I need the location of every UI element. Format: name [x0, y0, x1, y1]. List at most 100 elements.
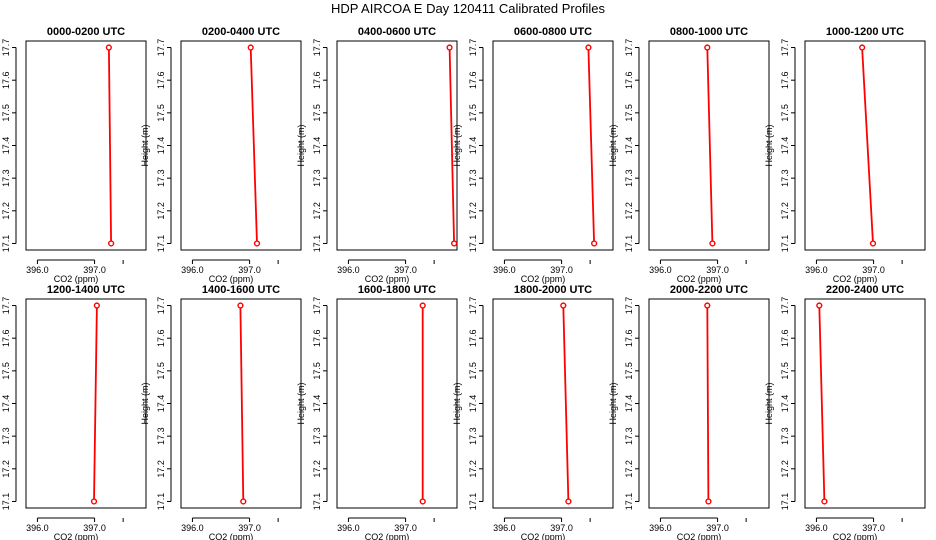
data-point: [247, 44, 254, 51]
co2-profile-line: [587, 47, 595, 244]
y-tick-label: 17.3: [624, 427, 634, 445]
profile-panel: 1800-2000 UTC 17.1 17.2 17.3 17.4 17.5 17.6 17.…: [452, 284, 614, 540]
data-point: [240, 498, 247, 505]
data-point: [591, 240, 598, 247]
x-tick-label: 397.0: [550, 265, 573, 275]
y-tick-label: 17.1: [624, 235, 634, 253]
y-tick-label: 17.2: [1, 202, 11, 220]
x-tick-label: 397.0: [394, 523, 417, 533]
data-point: [821, 498, 828, 505]
y-tick-label: 17.2: [156, 460, 166, 478]
y-tick-label: 17.7: [312, 297, 322, 315]
x-tick-label: 397.0: [238, 523, 261, 533]
y-axis-label: Height (m): [140, 124, 150, 166]
y-tick-label: 17.4: [312, 137, 322, 155]
y-tick-label: 17.6: [468, 71, 478, 89]
data-point: [90, 498, 98, 505]
y-tick-label: 17.7: [468, 39, 478, 57]
y-tick-label: 17.4: [156, 137, 166, 155]
x-axis-label: CO2 (ppm): [365, 532, 410, 540]
y-tick-label: 17.5: [156, 104, 166, 122]
y-tick-label: 17.3: [1, 169, 11, 187]
y-tick-label: 17.4: [780, 137, 790, 155]
plot-frame: [492, 40, 614, 251]
y-tick-label: 17.6: [780, 329, 790, 347]
y-tick-label: 17.7: [156, 39, 166, 57]
data-point: [704, 302, 711, 309]
y-tick-label: 17.3: [156, 427, 166, 445]
x-axis-label: CO2 (ppm): [54, 532, 99, 540]
profile-panel: 0600-0800 UTC 17.1 17.2 17.3 17.4 17.5 17.6 17.…: [452, 26, 614, 284]
plot-frame: [25, 298, 147, 509]
y-tick-label: 17.5: [1, 362, 11, 380]
y-tick-label: 17.1: [624, 493, 634, 511]
y-tick-label: 17.6: [156, 329, 166, 347]
y-tick-label: 17.3: [468, 427, 478, 445]
co2-profile-line: [108, 47, 112, 244]
y-tick-label: 17.5: [312, 104, 322, 122]
plot-frame: [804, 298, 926, 509]
y-tick-label: 17.4: [468, 137, 478, 155]
y-tick-label: 17.4: [468, 395, 478, 413]
y-tick-label: 17.5: [1, 104, 11, 122]
plot-frame: [804, 40, 926, 251]
y-tick-label: 17.4: [312, 395, 322, 413]
y-tick-label: 17.1: [1, 493, 11, 511]
y-tick-label: 17.5: [468, 362, 478, 380]
y-tick-label: 17.7: [624, 39, 634, 57]
co2-profile-line: [93, 305, 98, 502]
x-tick-label: 397.0: [83, 523, 106, 533]
data-point: [709, 240, 716, 247]
profile-panel: 1000-1200 UTC 17.1 17.2 17.3 17.4 17.5 17.6 17.…: [764, 26, 926, 284]
y-tick-label: 17.3: [312, 169, 322, 187]
y-tick-label: 17.6: [1, 71, 11, 89]
y-tick-label: 17.1: [780, 235, 790, 253]
data-point: [704, 44, 711, 51]
panel-title: 1600-1800 UTC: [358, 284, 436, 296]
data-point: [237, 302, 244, 309]
y-axis-label: Height (m): [764, 124, 774, 166]
panel-title: 1000-1200 UTC: [826, 26, 904, 38]
data-point: [451, 240, 458, 247]
data-point: [705, 498, 712, 505]
x-tick-label: 396.0: [493, 523, 516, 533]
y-tick-label: 17.2: [624, 202, 634, 220]
y-tick-label: 17.1: [156, 493, 166, 511]
y-tick-label: 17.2: [468, 460, 478, 478]
x-tick-label: 396.0: [26, 523, 49, 533]
x-tick-label: 397.0: [83, 265, 106, 275]
panel-title: 1400-1600 UTC: [202, 284, 280, 296]
y-tick-label: 17.1: [468, 493, 478, 511]
y-axis-label: Height (m): [140, 382, 150, 424]
y-tick-label: 17.5: [624, 104, 634, 122]
y-tick-label: 17.3: [624, 169, 634, 187]
y-tick-label: 17.7: [780, 297, 790, 315]
profile-panel: 2200-2400 UTC 17.1 17.2 17.3 17.4 17.5 17.6 17.…: [764, 284, 926, 540]
plot-frame: [180, 40, 302, 251]
y-tick-label: 17.6: [312, 71, 322, 89]
x-tick-label: 397.0: [862, 265, 885, 275]
data-point: [560, 302, 567, 309]
profile-panel: 1200-1400 UTC 17.1 17.2 17.3 17.4 17.5 17.6 17.…: [1, 284, 147, 540]
x-axis-label: CO2 (ppm): [521, 532, 566, 540]
x-axis-label: CO2 (ppm): [209, 532, 254, 540]
x-axis-label: CO2 (ppm): [54, 274, 99, 284]
x-axis-label: CO2 (ppm): [365, 274, 410, 284]
co2-profile-line: [239, 305, 245, 502]
y-tick-label: 17.2: [312, 460, 322, 478]
x-tick-label: 397.0: [706, 265, 729, 275]
y-tick-label: 17.6: [1, 329, 11, 347]
x-axis-label: CO2 (ppm): [521, 274, 566, 284]
x-tick-label: 397.0: [550, 523, 573, 533]
x-axis-label: CO2 (ppm): [209, 274, 254, 284]
profile-panel: 0400-0600 UTC 17.1 17.2 17.3 17.4 17.5 17.6 17.…: [296, 26, 458, 284]
y-tick-label: 17.4: [1, 395, 11, 413]
panel-title: 1200-1400 UTC: [47, 284, 125, 296]
y-tick-label: 17.6: [156, 71, 166, 89]
x-tick-label: 396.0: [337, 265, 360, 275]
y-axis-label: Height (m): [452, 382, 462, 424]
x-axis-label: CO2 (ppm): [833, 532, 878, 540]
y-tick-label: 17.2: [468, 202, 478, 220]
data-point: [446, 44, 453, 51]
